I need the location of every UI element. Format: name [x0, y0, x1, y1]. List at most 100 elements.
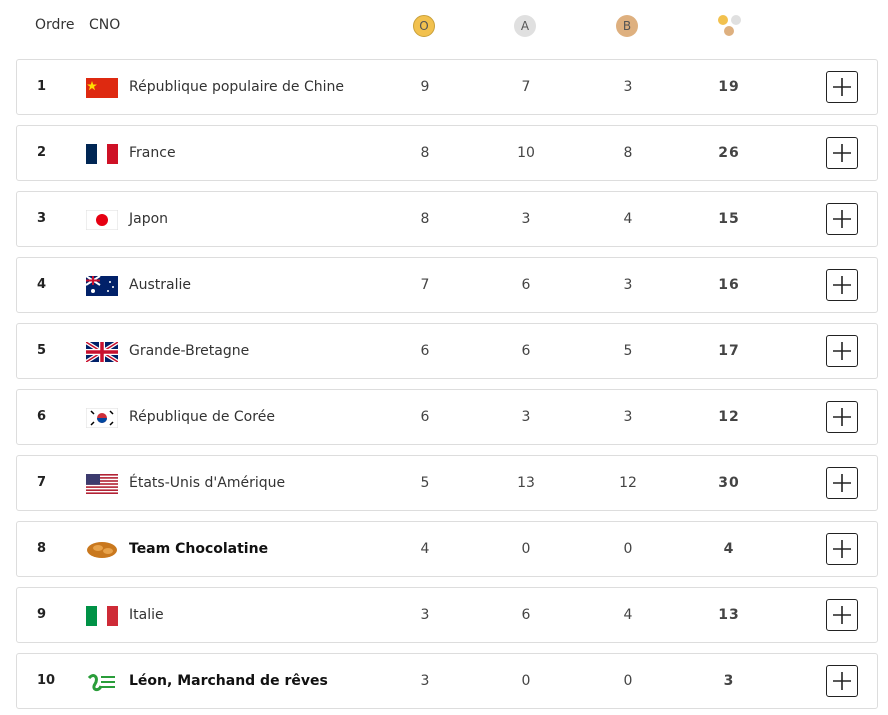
plus-icon	[833, 606, 851, 624]
country-name: République populaire de Chine	[129, 79, 345, 95]
rank: 10	[37, 673, 56, 688]
expand-button[interactable]	[826, 137, 858, 169]
silver-count: 0	[521, 541, 531, 557]
plus-icon	[833, 408, 851, 426]
country-name: République de Corée	[129, 409, 275, 425]
total-count: 3	[723, 673, 735, 689]
expand-button[interactable]	[826, 599, 858, 631]
total-count: 15	[718, 211, 740, 227]
gold-count: 7	[420, 277, 430, 293]
bronze-count: 4	[623, 607, 633, 623]
flag	[86, 78, 118, 98]
gold-header: O	[413, 15, 435, 37]
country-row: 4 Australie 7 6 3 16	[16, 257, 878, 313]
gold-count: 8	[420, 145, 430, 161]
bronze-count: 0	[623, 673, 633, 689]
rank: 9	[37, 607, 47, 622]
plus-icon	[833, 78, 851, 96]
country-name: Italie	[129, 607, 164, 623]
gold-count: 3	[420, 673, 430, 689]
silver-count: 6	[521, 343, 531, 359]
gold-count: 4	[420, 541, 430, 557]
rank: 8	[37, 541, 47, 556]
country-name: Team Chocolatine	[129, 541, 269, 557]
silver-count: 6	[521, 607, 531, 623]
expand-button[interactable]	[826, 269, 858, 301]
plus-icon	[833, 276, 851, 294]
total-count: 13	[718, 607, 740, 623]
flag	[86, 144, 118, 164]
bronze-header: B	[616, 15, 638, 37]
flag	[86, 474, 118, 494]
bronze-count: 3	[623, 409, 633, 425]
gold-count: 5	[420, 475, 430, 491]
flag	[86, 606, 118, 626]
country-row: 5 Grande-Bretagne 6 6 5 17	[16, 323, 878, 379]
country-name: Léon, Marchand de rêves	[129, 673, 328, 689]
bronze-count: 0	[623, 541, 633, 557]
plus-icon	[833, 210, 851, 228]
rank: 2	[37, 145, 47, 160]
country-row: 3 Japon 8 3 4 15	[16, 191, 878, 247]
expand-button[interactable]	[826, 335, 858, 367]
silver-header: A	[514, 15, 536, 37]
total-count: 26	[718, 145, 740, 161]
total-count: 16	[718, 277, 740, 293]
country-row: 8 Team Chocolatine 4 0 0 4	[16, 521, 878, 577]
gold-count: 9	[420, 79, 430, 95]
gold-count: 6	[420, 409, 430, 425]
silver-count: 3	[521, 409, 531, 425]
country-row: 10 Léon, Marchand de rêves 3 0 0 3	[16, 653, 878, 709]
rank-header: Ordre	[35, 17, 75, 33]
bronze-count: 8	[623, 145, 633, 161]
total-count: 4	[723, 541, 735, 557]
country-name: Australie	[129, 277, 191, 293]
expand-button[interactable]	[826, 467, 858, 499]
plus-icon	[833, 144, 851, 162]
silver-count: 0	[521, 673, 531, 689]
rank: 5	[37, 343, 47, 358]
country-row: 6 République de Corée 6 3 3 12	[16, 389, 878, 445]
rank: 1	[37, 79, 47, 94]
plus-icon	[833, 342, 851, 360]
expand-button[interactable]	[826, 533, 858, 565]
flag	[87, 674, 115, 692]
rank: 6	[37, 409, 47, 424]
bronze-count: 5	[623, 343, 633, 359]
flag	[87, 542, 117, 558]
country-row: 2 France 8 10 8 26	[16, 125, 878, 181]
flag	[86, 342, 118, 362]
silver-count: 13	[517, 475, 535, 491]
total-count: 30	[718, 475, 740, 491]
bronze-count: 12	[619, 475, 637, 491]
bronze-count: 3	[623, 79, 633, 95]
country-row: 9 Italie 3 6 4 13	[16, 587, 878, 643]
bronze-count: 4	[623, 211, 633, 227]
plus-icon	[833, 540, 851, 558]
country-name: France	[129, 145, 176, 161]
flag	[86, 276, 118, 296]
expand-button[interactable]	[826, 665, 858, 697]
silver-count: 10	[517, 145, 535, 161]
expand-button[interactable]	[826, 401, 858, 433]
total-count: 12	[718, 409, 740, 425]
rank: 4	[37, 277, 47, 292]
bronze-count: 3	[623, 277, 633, 293]
country-name: Grande-Bretagne	[129, 343, 250, 359]
rank: 7	[37, 475, 47, 490]
gold-count: 3	[420, 607, 430, 623]
silver-count: 3	[521, 211, 531, 227]
plus-icon	[833, 474, 851, 492]
plus-icon	[833, 672, 851, 690]
expand-button[interactable]	[826, 71, 858, 103]
silver-count: 7	[521, 79, 531, 95]
gold-count: 6	[420, 343, 430, 359]
total-icon	[718, 15, 741, 36]
total-count: 17	[718, 343, 740, 359]
country-name: États-Unis d'Amérique	[129, 475, 286, 491]
country-row: 7 États-Unis d'Amérique 5 13 12 30	[16, 455, 878, 511]
country-header: CNO	[89, 17, 121, 33]
gold-count: 8	[420, 211, 430, 227]
expand-button[interactable]	[826, 203, 858, 235]
